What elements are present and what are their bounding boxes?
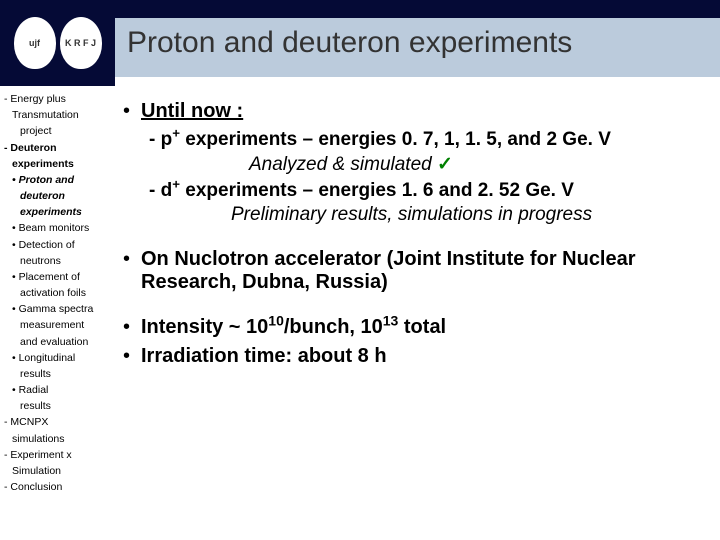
body: - Energy plus Transmutation project - Deute… [0,86,720,540]
logo-ujf: ujf [14,17,56,69]
sidebar-line: • Proton and [4,173,113,187]
sidebar-line: - Conclusion [4,480,113,494]
sub-line: - p+ experiments – energies 0. 7, 1, 1. … [119,129,714,151]
bullet-lead: Intensity ~ 1010/bunch, 1013 total [141,316,446,338]
main-content: Until now : - p+ experiments – energies 0… [115,86,720,540]
logo-krfj: K R F J [60,17,102,69]
header-strip [115,0,720,18]
main-bullet: On Nuclotron accelerator (Joint Institut… [119,248,714,294]
sidebar-line: neutrons [4,254,113,268]
sidebar-line: • Gamma spectra [4,302,113,316]
sidebar-line: project [4,124,113,138]
sub-line: - d+ experiments – energies 1. 6 and 2. … [119,180,714,202]
sidebar-line: - MCNPX [4,415,113,429]
page-title: Proton and deuteron experiments [127,26,572,60]
sidebar-line: Transmutation [4,108,113,122]
sidebar-line: results [4,399,113,413]
sidebar-line: - Deuteron [4,141,113,155]
sidebar-line: activation foils [4,286,113,300]
bullet-lead: Irradiation time: about 8 h [141,345,387,367]
sidebar-line: • Detection of [4,238,113,252]
main-bullet: Irradiation time: about 8 h [119,345,714,368]
sidebar-line: experiments [4,205,113,219]
sidebar-line: deuteron [4,189,113,203]
title-bar: Proton and deuteron experiments [115,9,720,77]
bullet-lead: Until now : [141,100,243,122]
sidebar-line: - Experiment x [4,448,113,462]
sidebar-line: results [4,367,113,381]
header: ujf K R F J Proton and deuteron experime… [0,0,720,86]
sidebar-line: • Placement of [4,270,113,284]
main-bullet: Until now : [119,100,714,123]
sidebar-line: and evaluation [4,335,113,349]
bullet-lead: On Nuclotron accelerator (Joint Institut… [141,248,636,293]
sub-italic-line: Preliminary results, simulations in prog… [119,204,714,226]
main-bullet: Intensity ~ 1010/bunch, 1013 total [119,316,714,339]
sidebar-line: • Radial [4,383,113,397]
sidebar-line: simulations [4,432,113,446]
sidebar: - Energy plus Transmutation project - Deute… [0,86,115,540]
sidebar-line: - Energy plus [4,92,113,106]
sidebar-line: • Longitudinal [4,351,113,365]
logo-area: ujf K R F J [0,0,115,86]
sidebar-line: • Beam monitors [4,221,113,235]
sub-italic-line: Analyzed & simulated ✓ [119,153,714,176]
sidebar-line: Simulation [4,464,113,478]
sidebar-line: experiments [4,157,113,171]
sidebar-line: measurement [4,318,113,332]
